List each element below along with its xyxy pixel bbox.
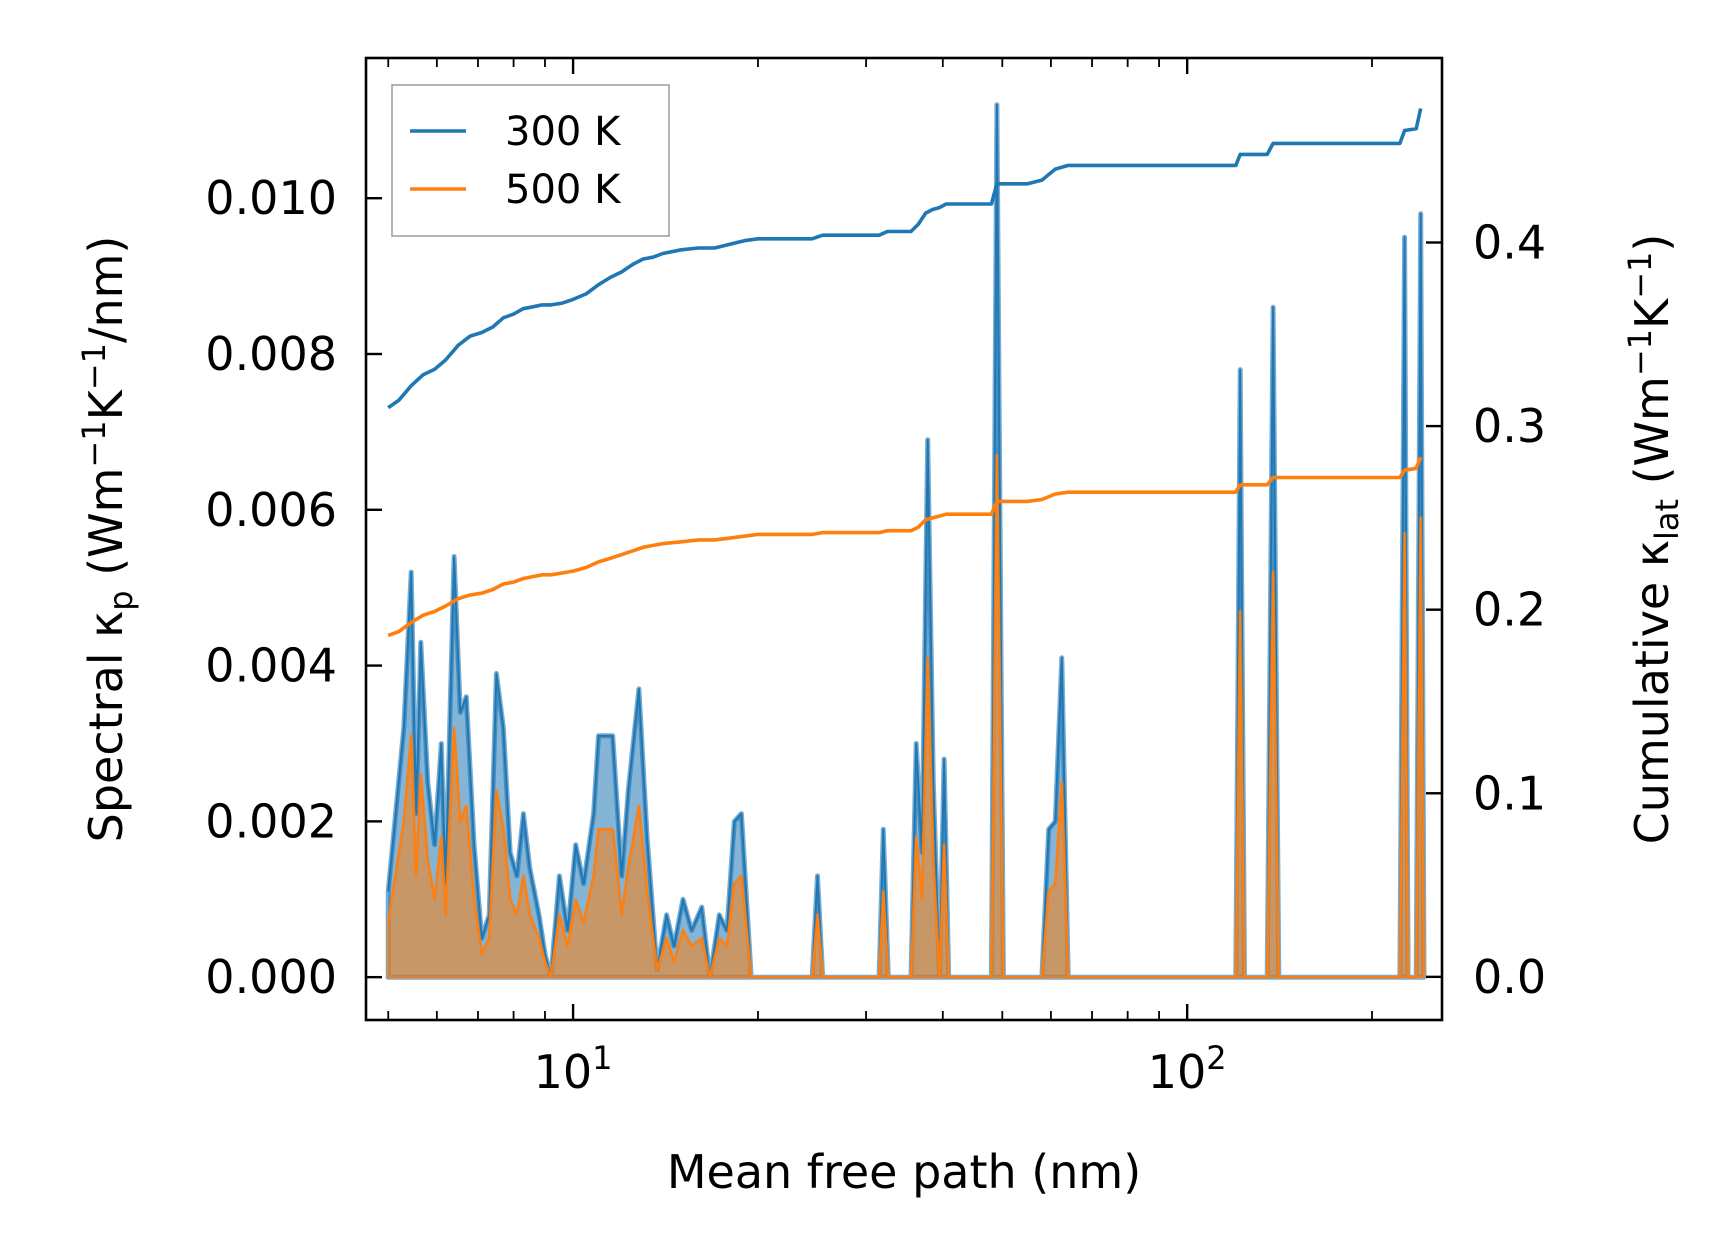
y-right-tick-label: 0.3: [1473, 399, 1546, 453]
y-left-tick-label: 0.000: [205, 950, 337, 1004]
x-tick-label: 101: [534, 1039, 613, 1099]
legend-label-300k: 300 K: [505, 109, 622, 155]
y-right-tick-label: 0.4: [1473, 216, 1546, 270]
y-axis-label-left: Spectral κp (Wm−1K−1/nm): [75, 236, 140, 843]
spectral-line-300k: [387, 103, 1425, 979]
y-left-tick-label: 0.010: [205, 171, 337, 225]
x-axis-label: Mean free path (nm): [667, 1145, 1141, 1199]
legend-label-500k: 500 K: [505, 167, 622, 213]
legend-frame: [391, 84, 670, 237]
spectral-line-500k: [387, 454, 1425, 979]
y-right-tick-label: 0.0: [1473, 950, 1546, 1004]
y-right-tick-label: 0.2: [1473, 583, 1546, 637]
plot-area: [385, 102, 1427, 980]
x-tick-label: 102: [1148, 1039, 1227, 1099]
y-right-tick-label: 0.1: [1473, 766, 1546, 820]
axes-frame: [364, 56, 1444, 1022]
y-left-tick-label: 0.004: [205, 639, 337, 693]
axis-ticks: 101 102 0.000 0.002 0.004 0.006 0.008 0.010 0.0 0…: [205, 58, 1546, 1099]
legend: 300 K 500 K: [391, 84, 670, 237]
cumulative-line-500k: [387, 456, 1423, 638]
y-axis-label-right: Cumulative κlat (Wm−1K−1): [1621, 234, 1686, 845]
y-left-tick-label: 0.006: [205, 483, 337, 537]
y-left-tick-label: 0.002: [205, 794, 337, 848]
y-left-tick-label: 0.008: [205, 327, 337, 381]
cumulative-line-300k: [387, 108, 1423, 410]
